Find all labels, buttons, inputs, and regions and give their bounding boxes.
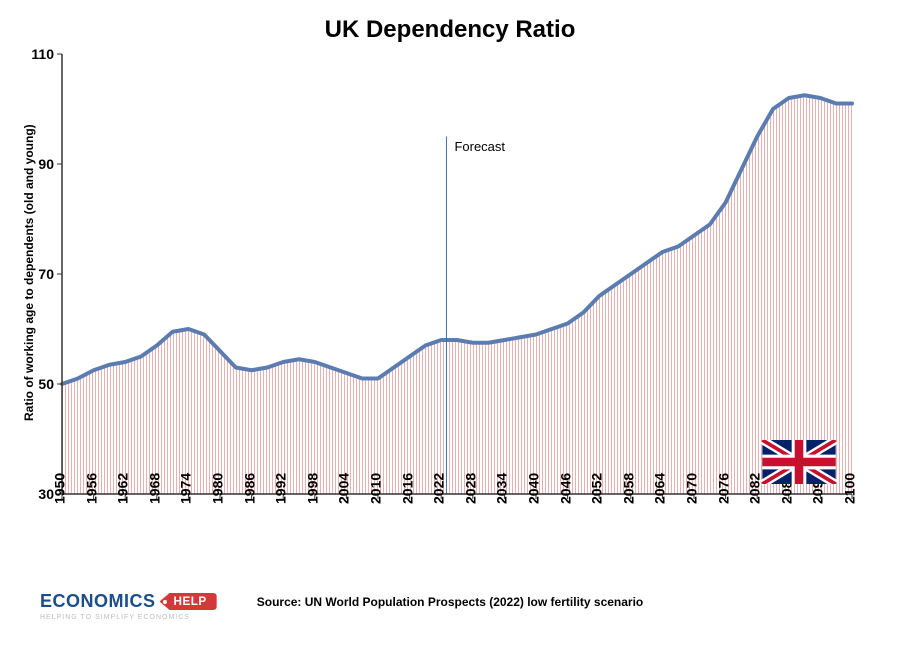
logo-word-1: ECONOMICS: [40, 591, 156, 612]
x-tick-label: 2040: [525, 473, 541, 504]
x-tick-label: 2004: [336, 473, 352, 504]
x-tick-label: 2070: [683, 473, 699, 504]
y-tick-label: 50: [26, 376, 54, 392]
x-tick-label: 2058: [620, 473, 636, 504]
x-tick-label: 2100: [841, 473, 857, 504]
x-tick-label: 1992: [273, 473, 289, 504]
x-tick-label: 2028: [462, 473, 478, 504]
x-tick-label: 1962: [115, 473, 131, 504]
uk-flag-icon: [760, 440, 838, 484]
x-tick-label: 2034: [494, 473, 510, 504]
chart-title: UK Dependency Ratio: [0, 16, 900, 44]
x-tick-label: 1998: [304, 473, 320, 504]
x-tick-label: 1980: [209, 473, 225, 504]
x-tick-label: 2046: [557, 473, 573, 504]
logo-tagline: HELPING TO SIMPLIFY ECONOMICS: [40, 614, 217, 621]
chart-container: { "title": { "text": "UK Dependency Rati…: [0, 0, 900, 645]
y-tick-label: 90: [26, 156, 54, 172]
forecast-label: Forecast: [454, 139, 505, 154]
economics-help-logo: ECONOMICS HELP HELPING TO SIMPLIFY ECONO…: [40, 591, 217, 621]
y-tick-label: 110: [26, 46, 54, 62]
x-tick-label: 2010: [367, 473, 383, 504]
x-tick-label: 2076: [715, 473, 731, 504]
x-tick-label: 2052: [589, 473, 605, 504]
y-tick-label: 70: [26, 266, 54, 282]
x-tick-label: 1974: [178, 473, 194, 504]
x-tick-label: 2064: [652, 473, 668, 504]
chart-plot: [62, 54, 852, 494]
logo-badge: HELP: [160, 593, 217, 610]
x-tick-label: 1950: [51, 473, 67, 504]
x-tick-label: 2016: [399, 473, 415, 504]
x-tick-label: 1956: [83, 473, 99, 504]
x-tick-label: 1968: [146, 473, 162, 504]
x-tick-label: 1986: [241, 473, 257, 504]
x-tick-label: 2022: [431, 473, 447, 504]
y-tick-label: 30: [26, 486, 54, 502]
